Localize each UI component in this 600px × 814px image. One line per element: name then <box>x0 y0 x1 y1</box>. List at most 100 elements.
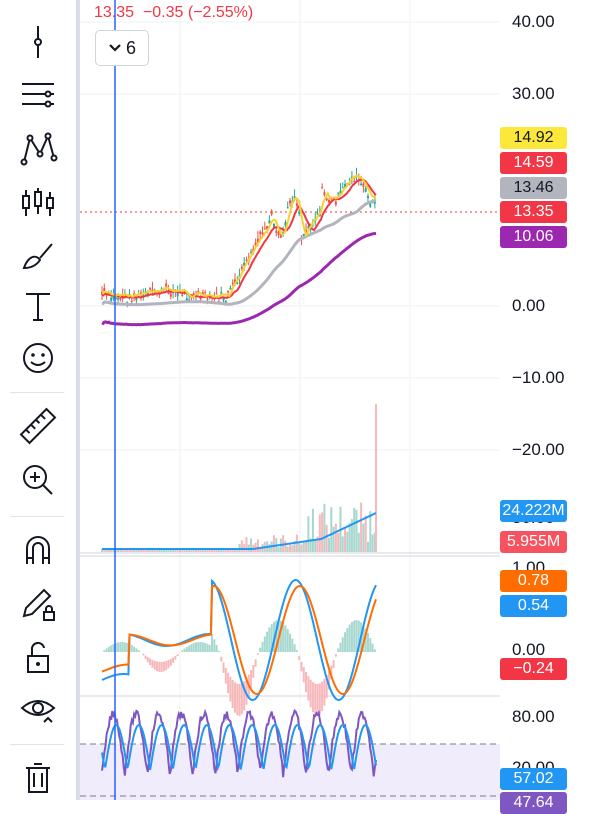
volume-bar <box>337 533 339 552</box>
volume-bar <box>362 524 364 552</box>
macd-histogram-bar <box>307 676 309 700</box>
volume-bar <box>353 508 355 552</box>
ma-yellow-line <box>102 176 376 297</box>
macd-histogram-bar <box>209 645 211 652</box>
volume-bar <box>342 536 344 552</box>
macd-histogram-bar <box>369 638 371 652</box>
macd-histogram-bar <box>323 679 325 706</box>
price-tick: −10.00 <box>512 368 564 388</box>
volume-bar <box>344 528 346 552</box>
brush-tool[interactable] <box>14 232 62 276</box>
candle-body <box>264 228 266 229</box>
trend-line-tool[interactable] <box>14 72 62 116</box>
macd-histogram-bar <box>167 660 169 668</box>
volume-bar <box>375 404 377 552</box>
candle-body <box>360 184 362 186</box>
volume-bar <box>239 544 241 552</box>
price-scale[interactable]: 40.00 30.00 0.00 −10.00 −20.00 14.92 14.… <box>500 0 600 800</box>
macd-histogram-bar <box>142 654 144 656</box>
macd-histogram-bar <box>300 662 302 672</box>
macd-histogram-bar <box>317 684 319 716</box>
candle-body <box>241 267 243 269</box>
macd-histogram-bar <box>250 670 252 688</box>
forecast-tool[interactable] <box>14 180 62 224</box>
macd-histogram-bar <box>193 643 195 652</box>
macd-histogram-bar <box>200 642 202 652</box>
candle-body <box>206 299 208 300</box>
volume-bar <box>108 550 110 552</box>
lock-drawing-tool[interactable] <box>14 582 62 626</box>
crosshair-tool[interactable] <box>14 20 62 64</box>
volume-bar <box>335 524 337 552</box>
macd-histogram-bar <box>161 662 163 672</box>
interval-button[interactable]: 6 <box>95 30 149 66</box>
macd-histogram-bar <box>202 642 204 652</box>
volume-bar <box>126 550 128 552</box>
volume-bar <box>326 525 328 552</box>
magnet-tool[interactable] <box>14 528 62 572</box>
macd-histogram-bar <box>333 660 335 668</box>
macd-histogram-bar <box>287 629 289 652</box>
trash-tool[interactable] <box>14 756 62 800</box>
candle-body <box>262 232 264 234</box>
volume-bar <box>291 545 293 552</box>
ruler-tool[interactable] <box>14 404 62 448</box>
volume-bar <box>257 539 259 552</box>
macd-histogram-bar <box>223 662 225 672</box>
macd-histogram-bar <box>289 634 291 652</box>
volume-bar <box>284 541 286 552</box>
macd-histogram-bar <box>122 642 124 652</box>
volume-ma-badge: 24.222M <box>500 500 567 522</box>
macd-histogram-bar <box>255 659 257 666</box>
emoji-tool[interactable] <box>14 336 62 380</box>
volume-bar <box>367 542 369 552</box>
chart-area[interactable] <box>80 0 500 800</box>
macd-histogram-bar <box>241 683 243 714</box>
volume-bar <box>300 545 302 552</box>
macd-histogram-bar <box>181 650 183 652</box>
candle-body <box>296 203 298 206</box>
pattern-tool[interactable] <box>14 126 62 170</box>
macd-histogram-bar <box>312 682 314 712</box>
macd-histogram-bar <box>284 625 286 652</box>
macd-histogram-bar <box>112 644 114 652</box>
macd-histogram-bar <box>225 668 227 684</box>
macd-histogram-bar <box>305 672 307 692</box>
volume-bar <box>349 523 351 552</box>
zoom-in-tool[interactable] <box>14 458 62 502</box>
macd-histogram-bar <box>319 683 321 714</box>
volume-bar <box>305 541 307 552</box>
unlock-tool[interactable] <box>14 636 62 680</box>
macd-histogram-bar <box>314 684 316 716</box>
volume-bar <box>184 550 186 552</box>
price-tick: −20.00 <box>512 440 564 460</box>
macd-histogram-bar <box>188 645 190 652</box>
volume-bar <box>307 516 309 552</box>
macd-histogram-bar <box>190 644 192 652</box>
macd-histogram-bar <box>195 642 197 652</box>
volume-bar <box>360 502 362 552</box>
candle-body <box>342 187 344 188</box>
macd-histogram-bar <box>372 644 374 652</box>
volume-bar <box>328 538 330 552</box>
volume-bar <box>372 534 374 552</box>
macd-histogram-bar <box>374 649 376 652</box>
toolbar-divider <box>10 744 64 745</box>
emoji-icon <box>18 338 58 378</box>
candle-body <box>337 193 339 194</box>
candle-body <box>119 298 121 300</box>
volume-bar <box>223 550 225 552</box>
price-tick: 40.00 <box>512 12 555 32</box>
price-change: −0.35 (−2.55%) <box>143 4 253 21</box>
volume-bar <box>287 547 289 552</box>
visibility-tool[interactable] <box>14 688 62 732</box>
volume-bar <box>174 550 176 552</box>
macd-hist-badge: −0.24 <box>500 658 567 680</box>
eye-icon <box>18 690 58 730</box>
candle-body <box>149 288 151 290</box>
volume-bar <box>314 541 316 552</box>
macd-histogram-bar <box>133 647 135 652</box>
text-tool[interactable] <box>14 284 62 328</box>
candle-body <box>275 231 277 233</box>
macd-histogram-bar <box>346 628 348 652</box>
